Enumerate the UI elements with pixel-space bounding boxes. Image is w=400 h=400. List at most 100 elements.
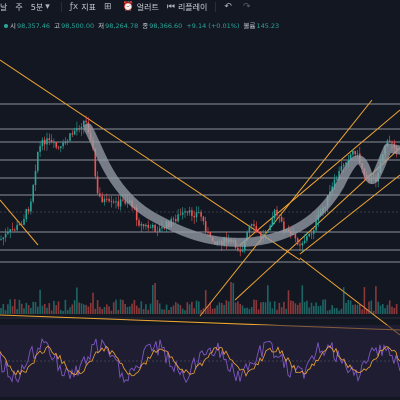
interval-5min-button[interactable]: 5분 ▾ bbox=[30, 2, 50, 12]
volume-bar bbox=[218, 302, 221, 314]
oscillator-signal-line bbox=[0, 345, 400, 377]
trendline bbox=[0, 199, 39, 246]
candle-body bbox=[16, 224, 18, 231]
volume-bar bbox=[287, 290, 290, 314]
volume-bar bbox=[250, 307, 253, 314]
candle-body bbox=[145, 224, 147, 227]
candle-body bbox=[278, 215, 281, 218]
volume-bar bbox=[20, 303, 23, 314]
volume-bar bbox=[285, 308, 287, 314]
volume-bar bbox=[39, 289, 41, 314]
volume-bar bbox=[16, 309, 18, 314]
volume-bar bbox=[60, 309, 62, 314]
replay-button[interactable]: ⏮ 리플레이 bbox=[166, 2, 208, 12]
volume-bar bbox=[177, 303, 179, 314]
dropdown-icon[interactable]: ▾ bbox=[45, 2, 50, 12]
candle-body bbox=[152, 224, 154, 228]
volume-bar bbox=[158, 303, 161, 314]
indicators-button[interactable]: ƒx 지표 bbox=[69, 2, 96, 12]
volume-bar bbox=[103, 307, 106, 314]
volume-bar bbox=[181, 308, 184, 314]
alert-button[interactable]: ⏰ 얼러트 bbox=[122, 2, 159, 12]
volume-bar bbox=[294, 303, 297, 314]
volume-bar bbox=[370, 300, 373, 314]
high-key: 고 bbox=[54, 22, 61, 30]
volume-bar bbox=[391, 306, 393, 314]
volume-bar bbox=[115, 299, 117, 314]
redo-icon: ↷ bbox=[242, 2, 251, 12]
volume-bar bbox=[232, 283, 235, 314]
trendline bbox=[199, 99, 373, 317]
volume-bar bbox=[9, 299, 11, 314]
candle-body bbox=[260, 232, 262, 239]
volume-bar bbox=[30, 307, 32, 314]
candle-body bbox=[60, 146, 62, 148]
candle-body bbox=[239, 249, 241, 252]
volume-bar bbox=[80, 303, 83, 314]
candle-body bbox=[250, 224, 253, 226]
close-key: 종 bbox=[142, 22, 149, 30]
candle-body bbox=[388, 140, 391, 142]
layout-button[interactable]: ⊞ bbox=[104, 2, 115, 12]
volume-bar bbox=[165, 304, 168, 314]
candle-body bbox=[117, 201, 120, 207]
interval-day-button[interactable]: 날 bbox=[0, 2, 8, 12]
toolbar-divider bbox=[60, 2, 62, 12]
volume-bar bbox=[388, 300, 391, 314]
volume-bar bbox=[278, 302, 281, 314]
trendline bbox=[239, 109, 400, 246]
alert-icon: ⏰ bbox=[122, 2, 134, 12]
candle-body bbox=[198, 212, 200, 213]
volume-bar bbox=[395, 304, 398, 314]
interval-week-button[interactable]: 주 bbox=[15, 2, 23, 12]
candle-body bbox=[204, 221, 207, 233]
volume-bar bbox=[340, 308, 343, 314]
undo-button[interactable]: ↶ bbox=[224, 2, 235, 12]
volume-bar bbox=[313, 305, 315, 314]
volume-bar bbox=[152, 284, 154, 314]
volume-bar bbox=[179, 305, 182, 314]
volume-bar bbox=[163, 309, 166, 314]
volume-bar bbox=[345, 302, 347, 314]
candle-body bbox=[308, 233, 310, 237]
candle-body bbox=[347, 159, 350, 163]
redo-button[interactable]: ↷ bbox=[243, 2, 254, 12]
volume-bar bbox=[211, 308, 214, 314]
volume-bar bbox=[92, 292, 94, 314]
volume-bar bbox=[71, 304, 74, 314]
volume-bar bbox=[186, 302, 189, 314]
candle-body bbox=[172, 218, 175, 220]
volume-bar bbox=[73, 300, 76, 314]
volume-bar bbox=[324, 299, 327, 314]
volume-bar bbox=[276, 309, 278, 314]
candle-body bbox=[108, 199, 110, 202]
volume-bar bbox=[99, 306, 101, 314]
volume-bar bbox=[140, 301, 143, 314]
candle-body bbox=[135, 207, 138, 221]
price-chart[interactable] bbox=[0, 14, 400, 400]
candle-body bbox=[299, 244, 301, 246]
volume-bar bbox=[237, 301, 239, 314]
volume-bar bbox=[273, 301, 276, 314]
candle-body bbox=[257, 231, 260, 233]
candle-body bbox=[237, 247, 239, 250]
candle-body bbox=[264, 232, 267, 235]
candle-body bbox=[20, 224, 23, 226]
volume-bar bbox=[23, 308, 25, 314]
volume-bar bbox=[66, 310, 69, 314]
candle-body bbox=[11, 229, 14, 231]
volume-bar bbox=[246, 307, 248, 314]
candle-body bbox=[96, 176, 99, 194]
candle-body bbox=[9, 229, 11, 232]
candle-body bbox=[14, 229, 16, 231]
volume-bar bbox=[7, 304, 9, 314]
candle-body bbox=[248, 225, 251, 232]
close-value: 98,366.60 bbox=[149, 22, 183, 30]
candle-body bbox=[124, 200, 126, 204]
volume-bar bbox=[301, 285, 304, 314]
volume-bar bbox=[43, 303, 46, 314]
volume-bar bbox=[85, 304, 87, 314]
candle-body bbox=[352, 150, 354, 155]
candle-body bbox=[106, 198, 108, 200]
trendlines bbox=[0, 59, 400, 336]
